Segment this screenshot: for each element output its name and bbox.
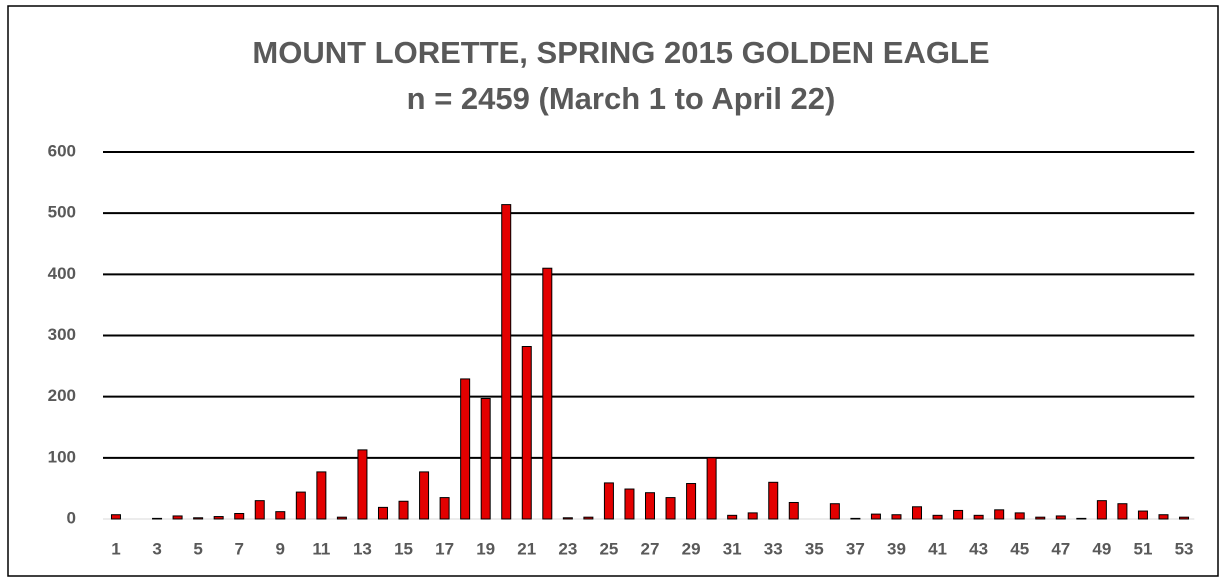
x-tick-label: 37 — [846, 539, 865, 558]
bar — [1055, 515, 1066, 520]
bar — [377, 506, 388, 520]
bar — [932, 514, 943, 520]
bar — [768, 481, 779, 520]
bar — [706, 457, 717, 520]
bar — [603, 482, 614, 520]
x-tick-label: 13 — [353, 539, 372, 558]
bar — [480, 398, 491, 520]
x-tick-label: 1 — [111, 539, 120, 558]
bar — [665, 497, 676, 520]
bar — [172, 515, 183, 520]
x-tick-label: 5 — [193, 539, 202, 558]
bar — [398, 500, 409, 520]
bar — [994, 509, 1005, 520]
x-tick-label: 27 — [641, 539, 660, 558]
bar — [419, 471, 430, 520]
bar — [624, 488, 635, 520]
y-tick-label: 0 — [67, 508, 76, 527]
chart-border — [7, 5, 1219, 577]
bar — [850, 517, 861, 520]
bar — [1158, 514, 1169, 520]
x-tick-label: 49 — [1092, 539, 1111, 558]
x-tick-label: 43 — [969, 539, 988, 558]
y-tick-label: 100 — [48, 447, 76, 466]
bar — [583, 516, 594, 520]
x-tick-label: 51 — [1133, 539, 1152, 558]
bar — [973, 514, 984, 520]
bar — [891, 514, 902, 520]
x-tick-label: 25 — [599, 539, 618, 558]
bar — [521, 346, 532, 520]
x-tick-label: 23 — [558, 539, 577, 558]
x-tick-label: 31 — [723, 539, 742, 558]
y-tick-label: 400 — [48, 264, 76, 283]
bar — [439, 497, 450, 520]
x-tick-label: 17 — [435, 539, 454, 558]
x-tick-label: 39 — [887, 539, 906, 558]
x-tick-label: 7 — [234, 539, 243, 558]
x-tick-label: 3 — [152, 539, 161, 558]
bar — [152, 517, 163, 520]
y-tick-label: 200 — [48, 386, 76, 405]
bar — [460, 378, 471, 520]
x-tick-label: 33 — [764, 539, 783, 558]
bar — [686, 483, 697, 520]
bar — [542, 267, 553, 520]
bar — [645, 492, 655, 520]
bar — [275, 511, 286, 520]
bar — [1096, 500, 1107, 520]
bar — [336, 516, 347, 520]
bar — [501, 204, 512, 520]
x-tick-label: 29 — [682, 539, 701, 558]
bar — [295, 491, 306, 520]
bar — [1076, 517, 1087, 520]
bar — [254, 500, 265, 520]
bar — [727, 514, 738, 520]
x-tick-label: 47 — [1051, 539, 1070, 558]
bar — [912, 506, 923, 520]
x-tick-label: 41 — [928, 539, 947, 558]
y-tick-label: 600 — [48, 141, 76, 160]
bar — [953, 509, 964, 520]
x-tick-label: 45 — [1010, 539, 1029, 558]
x-tick-label: 9 — [276, 539, 285, 558]
x-tick-label: 15 — [394, 539, 413, 558]
bar — [316, 471, 327, 520]
bar — [234, 512, 245, 520]
bar — [213, 516, 224, 520]
x-tick-label: 53 — [1175, 539, 1194, 558]
chart-title: MOUNT LORETTE, SPRING 2015 GOLDEN EAGLE — [252, 35, 989, 70]
y-tick-label: 500 — [48, 203, 76, 222]
bar — [357, 449, 368, 520]
bar — [870, 513, 881, 520]
y-tick-label: 300 — [48, 325, 76, 344]
bar — [1035, 516, 1046, 520]
x-tick-label: 21 — [517, 539, 536, 558]
bar — [1117, 503, 1128, 520]
x-tick-label: 19 — [476, 539, 495, 558]
bar — [747, 512, 758, 520]
bar — [193, 517, 204, 520]
bar — [1137, 510, 1148, 520]
x-tick-label: 35 — [805, 539, 824, 558]
chart-subtitle: n = 2459 (March 1 to April 22) — [407, 81, 836, 116]
bar — [1014, 512, 1025, 520]
x-tick-label: 11 — [312, 539, 330, 558]
bar — [829, 503, 840, 520]
bar — [1179, 516, 1190, 520]
bar — [562, 517, 573, 520]
bar — [788, 501, 799, 520]
bar — [110, 514, 121, 520]
